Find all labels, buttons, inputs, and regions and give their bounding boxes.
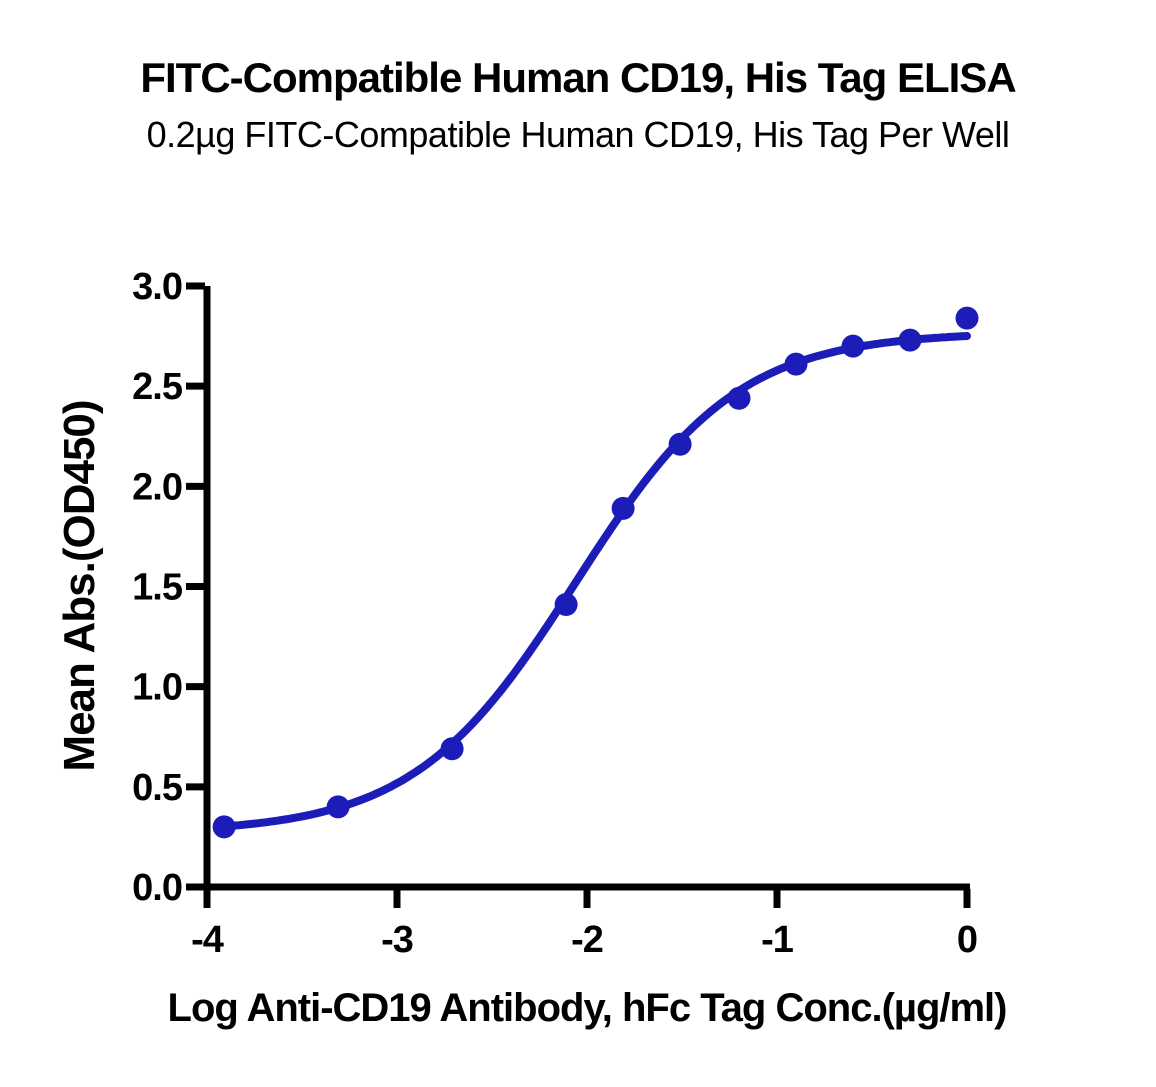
data-point [841, 334, 865, 358]
x-tick-label: 0 [957, 919, 977, 961]
x-tick-label: -3 [381, 919, 413, 961]
y-tick-label: 0.0 [132, 867, 182, 909]
data-point [898, 328, 922, 352]
chart-subtitle: 0.2µg FITC-Compatible Human CD19, His Ta… [146, 114, 1010, 155]
x-tick-label: -2 [571, 919, 603, 961]
y-tick-label: 3.0 [132, 266, 182, 308]
y-tick-label: 1.0 [132, 667, 182, 709]
y-tick-label: 0.5 [132, 767, 183, 809]
x-tick-label: -4 [191, 919, 224, 961]
data-point [784, 352, 808, 376]
y-tick-label: 2.0 [132, 466, 182, 508]
data-point [326, 795, 350, 819]
y-axis-title: Mean Abs.(OD450) [55, 400, 104, 772]
data-point [668, 432, 692, 456]
x-tick-label: -1 [761, 919, 794, 961]
data-point [611, 496, 635, 520]
y-tick-label: 2.5 [132, 366, 183, 408]
y-tick-label: 1.5 [132, 567, 183, 609]
data-point [212, 815, 236, 839]
data-point [955, 306, 979, 330]
data-point [727, 386, 751, 410]
data-point [554, 593, 578, 616]
x-axis-title: Log Anti-CD19 Antibody, hFc Tag Conc.(µg… [167, 986, 1008, 1030]
data-point [440, 737, 464, 761]
chart-title: FITC-Compatible Human CD19, His Tag ELIS… [140, 54, 1016, 101]
fit-curve [220, 332, 971, 831]
